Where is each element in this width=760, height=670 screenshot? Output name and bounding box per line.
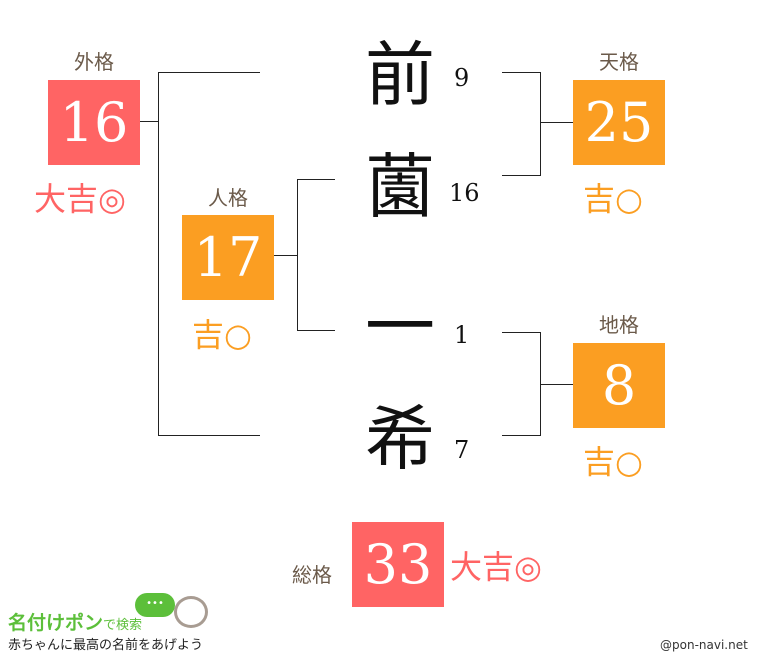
gaikaku-label: 外格: [74, 50, 114, 74]
soukaku-label: 総格: [292, 563, 332, 587]
bracket-line: [540, 122, 573, 123]
soukaku-fortune: 大吉◎: [450, 548, 542, 586]
chikaku-label: 地格: [599, 313, 639, 337]
bracket-line: [274, 255, 297, 256]
soukaku-value: 33: [352, 522, 444, 607]
gaikaku-fortune: 大吉◎: [34, 180, 126, 218]
bracket-line: [540, 72, 541, 176]
bracket-line: [502, 175, 540, 176]
jinkaku-value: 17: [182, 215, 274, 300]
jinkaku-fortune: 吉○: [192, 316, 252, 354]
bracket-line: [540, 384, 573, 385]
bracket-line: [158, 435, 260, 436]
baby-face-icon: [174, 596, 208, 628]
gaikaku-value: 16: [48, 80, 140, 165]
bracket-line: [297, 179, 298, 330]
name-char: 希: [365, 398, 435, 480]
tagline: 赤ちゃんに最高の名前をあげよう: [8, 638, 204, 653]
name-char: 前: [365, 34, 435, 116]
jinkaku-label: 人格: [208, 186, 248, 210]
bracket-line: [297, 179, 335, 180]
stroke-count: 7: [454, 436, 470, 464]
bracket-line: [502, 72, 540, 73]
speech-bubble-icon: •••: [135, 593, 175, 617]
chikaku-value: 8: [573, 343, 665, 428]
stroke-count: 16: [449, 179, 480, 207]
name-char: 一: [365, 286, 435, 368]
site-credit: @pon-navi.net: [660, 638, 748, 652]
logo[interactable]: ••• 名付けポンで検索 赤ちゃんに最高の名前をあげよう: [8, 588, 218, 658]
tenkaku-value: 25: [573, 80, 665, 165]
bracket-line: [158, 72, 260, 73]
logo-sub: で検索: [103, 618, 143, 633]
stroke-count: 9: [454, 64, 470, 92]
tenkaku-fortune: 吉○: [583, 180, 643, 218]
bracket-line: [158, 72, 159, 436]
bracket-line: [140, 121, 158, 122]
logo-text: 名付けポンで検索: [8, 608, 142, 635]
tenkaku-label: 天格: [599, 50, 639, 74]
bracket-line: [297, 330, 335, 331]
stroke-count: 1: [454, 321, 470, 349]
logo-main: 名付けポン: [8, 612, 104, 634]
name-char: 薗: [365, 146, 435, 228]
bracket-line: [502, 435, 540, 436]
bracket-line: [502, 332, 540, 333]
chikaku-fortune: 吉○: [583, 443, 643, 481]
